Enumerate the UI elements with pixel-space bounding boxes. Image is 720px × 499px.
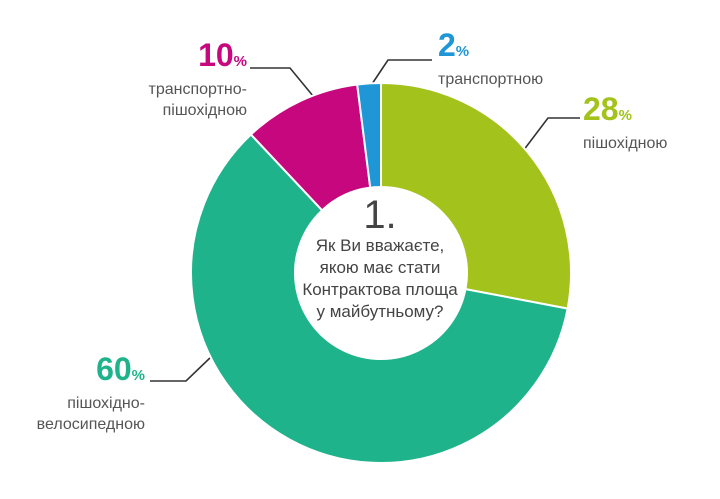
question: Як Ви вважаєте, якою має стати Контракто… — [302, 236, 458, 321]
category-label: транспортно-пішохідною — [148, 81, 247, 119]
unit: % — [233, 53, 247, 70]
segment-label: 28% пішохідною — [583, 92, 713, 154]
category-label: пішохідною — [583, 135, 668, 152]
value: 60 — [96, 351, 132, 387]
segment-label: 2% транспортною — [438, 28, 568, 90]
segment-label: 10% транспортно-пішохідною — [117, 38, 247, 121]
value-label: 28% — [583, 92, 713, 133]
unit: % — [618, 107, 632, 124]
value-label: 10% — [117, 38, 247, 79]
category-label: пішохідно-велосипедною — [36, 395, 145, 433]
leader-line — [519, 117, 580, 156]
leader-line — [250, 67, 319, 103]
value: 10 — [198, 37, 234, 73]
value: 2 — [438, 27, 456, 63]
donut-segment — [380, 81, 572, 310]
segment-label: 60% пішохідно-велосипедною — [15, 352, 145, 435]
leader-line — [150, 355, 213, 382]
donut-segment — [356, 81, 382, 189]
value-label: 60% — [15, 352, 145, 393]
category-label: транспортною — [438, 71, 544, 88]
unit: % — [455, 43, 470, 60]
leader-line — [367, 59, 432, 91]
unit: % — [131, 367, 145, 384]
leader-lines — [150, 59, 580, 382]
question-number: 1. — [363, 193, 397, 237]
value-label: 2% — [438, 28, 568, 69]
value: 28 — [583, 91, 619, 127]
donut-segment — [190, 133, 569, 464]
center-text: 1. Як Ви вважаєте, якою має стати Контра… — [300, 195, 460, 323]
